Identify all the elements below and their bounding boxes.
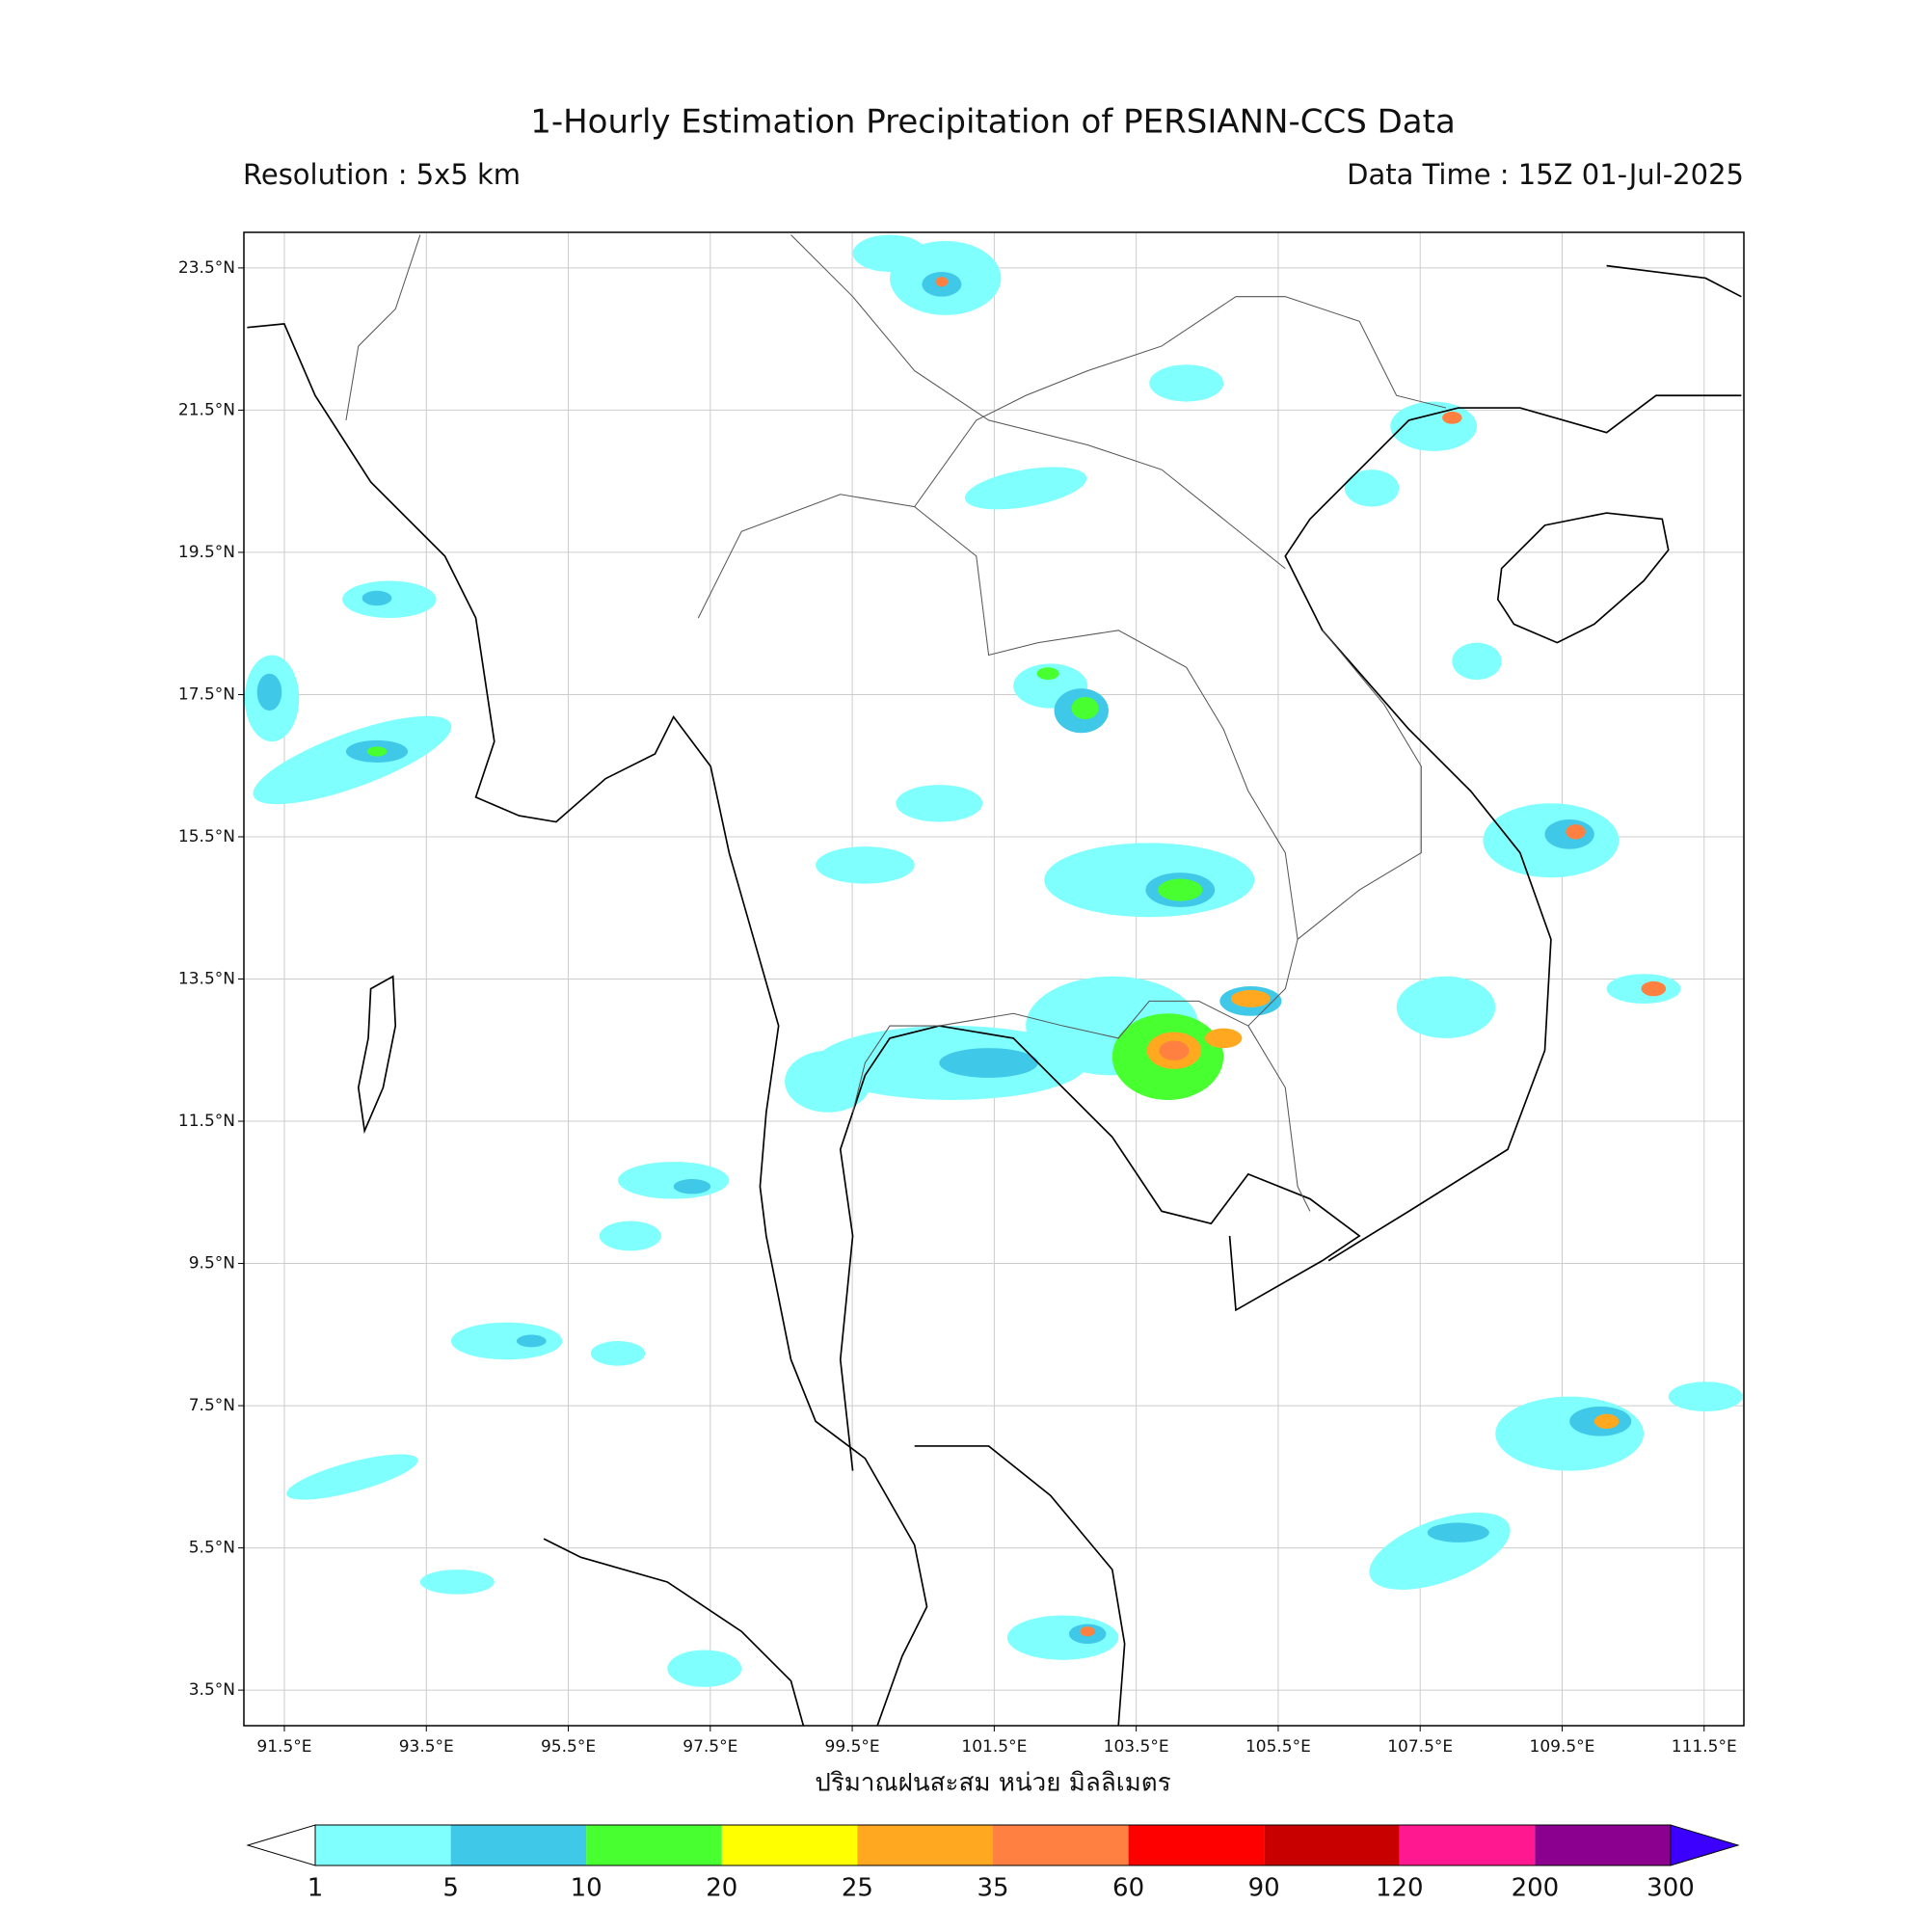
x-tick-label: 97.5°E <box>683 1737 737 1757</box>
precipitation <box>244 234 1743 1687</box>
colorbar-box <box>315 1825 451 1865</box>
x-tick-label: 91.5°E <box>256 1737 311 1757</box>
y-tick-label: 3.5°N <box>189 1680 235 1700</box>
colorbar-box <box>586 1825 722 1865</box>
colorbar-under <box>246 1824 316 1866</box>
colorbar-label: 60 <box>1112 1874 1144 1903</box>
y-tick-label: 17.5°N <box>178 684 235 704</box>
colorbar-label: 1 <box>308 1874 324 1903</box>
colorbar-label: 300 <box>1647 1874 1695 1903</box>
colorbar-box <box>993 1825 1129 1865</box>
y-tick-label: 9.5°N <box>189 1254 235 1274</box>
x-axis-label: ปริมาณฝนสะสม หน่วย มิลลิเมตร <box>815 1769 1170 1798</box>
colorbar-label: 25 <box>842 1874 873 1903</box>
y-tick-label: 23.5°N <box>178 258 235 278</box>
colorbar: 1 5 10 20 25 35 60 90 120 200 300 <box>246 1824 1740 1903</box>
colorbar-box <box>1535 1825 1671 1865</box>
coastlines <box>247 264 1742 1726</box>
y-tick-label: 7.5°N <box>189 1396 235 1415</box>
x-tick-label: 111.5°E <box>1672 1737 1737 1757</box>
y-tick-label: 21.5°N <box>178 400 235 419</box>
colorbar-label: 5 <box>442 1874 459 1903</box>
x-tick-label: 95.5°E <box>541 1737 596 1757</box>
colorbar-box <box>721 1825 858 1865</box>
x-tick-label: 105.5°E <box>1245 1737 1311 1757</box>
colorbar-frame <box>314 1824 1672 1866</box>
x-tick-label: 103.5°E <box>1104 1737 1169 1757</box>
resolution: Resolution : 5x5 km <box>243 158 521 191</box>
x-tick-label: 109.5°E <box>1530 1737 1595 1757</box>
x-tick-label: 101.5°E <box>961 1737 1027 1757</box>
colorbar-box <box>1264 1825 1400 1865</box>
colorbar-box <box>450 1825 587 1865</box>
y-tick-label: 15.5°N <box>178 827 235 846</box>
y-tick-label: 19.5°N <box>178 543 235 562</box>
colorbar-box <box>1399 1825 1536 1865</box>
colorbar-box <box>857 1825 993 1865</box>
y-tick-label: 11.5°N <box>178 1112 235 1131</box>
x-tick-label: 107.5°E <box>1387 1737 1453 1757</box>
colorbar-label: 200 <box>1512 1874 1560 1903</box>
map-layer <box>244 234 1743 1726</box>
borders <box>345 234 1447 1212</box>
colorbar-label: 10 <box>571 1874 602 1903</box>
colorbar-label: 35 <box>977 1874 1008 1903</box>
x-tick-label: 99.5°E <box>825 1737 880 1757</box>
y-tick-label: 13.5°N <box>178 970 235 989</box>
colorbar-label: 20 <box>706 1874 737 1903</box>
colorbar-label: 90 <box>1248 1874 1280 1903</box>
y-tick-label: 5.5°N <box>189 1539 235 1558</box>
colorbar-label: 120 <box>1376 1874 1424 1903</box>
data-time: Data Time : 15Z 01-Jul-2025 <box>1347 158 1744 191</box>
title: 1-Hourly Estimation Precipitation of PER… <box>530 103 1456 142</box>
colorbar-box <box>1128 1825 1265 1865</box>
x-tick-label: 93.5°E <box>399 1737 454 1757</box>
colorbar-over <box>1670 1824 1740 1866</box>
grid <box>244 232 1744 1726</box>
